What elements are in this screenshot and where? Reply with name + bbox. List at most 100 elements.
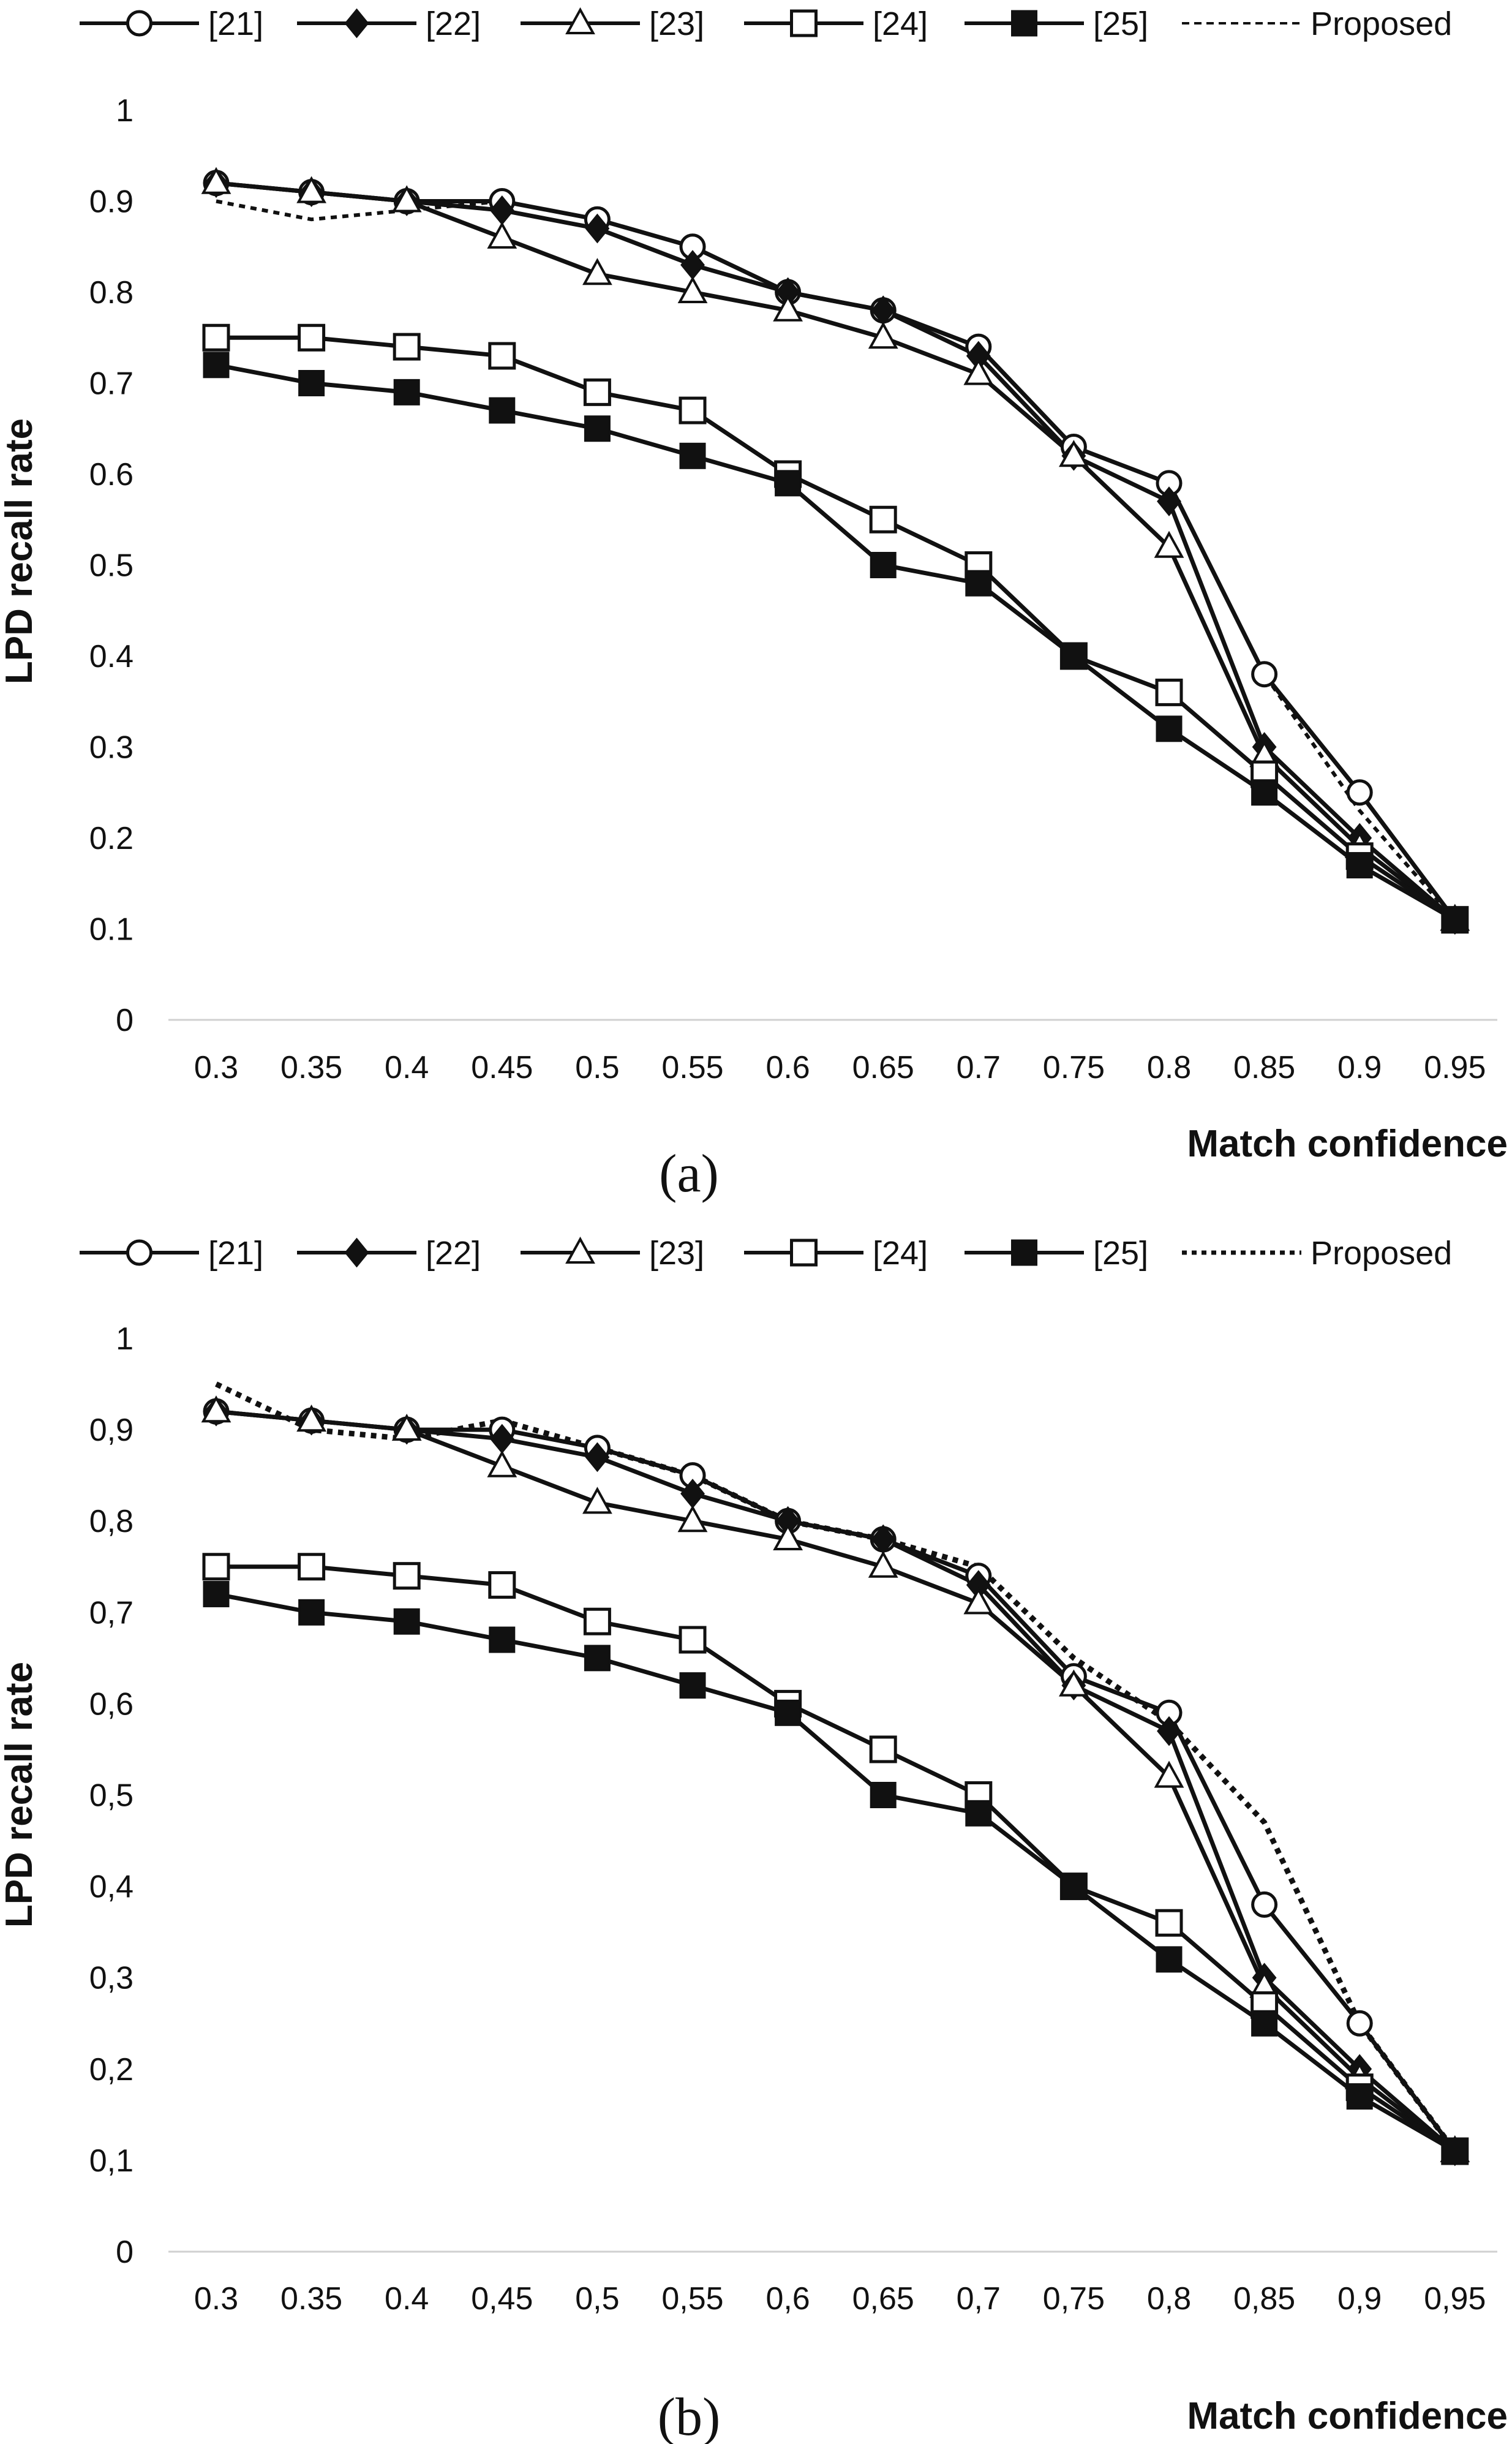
- series-line-25: [216, 363, 1456, 922]
- data-point-23: [582, 258, 612, 285]
- x-tick-label: 0,7: [957, 2281, 1001, 2317]
- data-point-25: [775, 1699, 802, 1726]
- data-point-24: [298, 323, 326, 352]
- y-tick-label: 0,8: [89, 1504, 134, 1539]
- x-tick-label: 0.4: [385, 2281, 429, 2317]
- data-point-22: [585, 1442, 610, 1473]
- x-tick-label: 0,65: [852, 2281, 914, 2317]
- data-point-24: [679, 396, 707, 424]
- x-tick-label: 0.35: [280, 1050, 342, 1085]
- data-point-22: [1157, 1716, 1181, 1746]
- data-point-25: [1011, 1239, 1037, 1266]
- data-point-24: [202, 323, 230, 352]
- data-point-23: [296, 176, 326, 203]
- x-tick-label: 0.75: [1043, 1050, 1105, 1085]
- data-point-21: [1346, 2010, 1373, 2037]
- data-point-23: [565, 1236, 595, 1264]
- data-point-25: [1156, 715, 1183, 742]
- x-tick-label: 0,75: [1043, 2281, 1105, 2317]
- data-point-25: [298, 1599, 325, 1626]
- series-line-24: [216, 335, 1456, 922]
- data-point-23: [963, 1587, 994, 1615]
- legend-label: [21]: [208, 1235, 263, 1272]
- series-markers: [204, 1396, 1467, 2167]
- data-point-22: [344, 8, 369, 39]
- data-point-23: [391, 1413, 422, 1441]
- data-point-25: [393, 379, 420, 405]
- data-point-21: [1251, 661, 1278, 688]
- data-point-23: [201, 1395, 231, 1423]
- series-markers: [204, 168, 1467, 935]
- data-point-23: [296, 1405, 326, 1432]
- data-point-24: [583, 378, 611, 406]
- data-point-25: [775, 470, 802, 497]
- data-point-25: [489, 397, 516, 424]
- y-tick-label: 0.7: [89, 366, 134, 402]
- y-tick-label: 0,9: [89, 1412, 134, 1448]
- data-point-21: [1346, 779, 1373, 806]
- x-tick-label: 0,55: [661, 2281, 723, 2317]
- chart-panel-b: [21] [22] [23] [24] [25] Proposed 0 0,1 0,2 0,3 0,…: [0, 1235, 1508, 2444]
- series-markers: [201, 167, 1470, 931]
- series-markers: [203, 352, 1469, 933]
- y-tick-label: 0.3: [89, 730, 134, 766]
- data-point-23: [1154, 530, 1184, 558]
- x-tick-label: 0.5: [575, 1050, 619, 1085]
- x-tick-label: 0,5: [575, 2281, 619, 2317]
- data-point-25: [965, 570, 992, 597]
- data-point-25: [870, 552, 897, 578]
- data-point-22: [1157, 486, 1181, 516]
- data-point-23: [487, 221, 517, 249]
- legend-label: [22]: [426, 1235, 481, 1272]
- data-point-25: [1060, 643, 1087, 669]
- data-point-21: [126, 10, 152, 37]
- data-point-25: [203, 352, 230, 379]
- x-tick-label: 0.3: [194, 1050, 238, 1085]
- legend-item: [25]: [965, 1235, 1148, 1272]
- data-point-21: [126, 1239, 152, 1266]
- data-point-25: [393, 1608, 420, 1635]
- data-point-22: [344, 1237, 369, 1268]
- y-tick-label: 0.6: [89, 457, 134, 492]
- y-tick-label: 0: [116, 2235, 134, 2270]
- data-point-24: [869, 505, 897, 534]
- x-tick-label: 0,95: [1424, 2281, 1486, 2317]
- x-tick-label: 0.7: [957, 1050, 1001, 1085]
- legend-item: Proposed: [1182, 6, 1452, 42]
- y-axis-title: LPD recall rate: [0, 418, 40, 684]
- series-line-23: [216, 1409, 1456, 2153]
- series-markers: [202, 1553, 1469, 2165]
- data-point-25: [870, 1782, 897, 1808]
- legend-item: [25]: [965, 6, 1148, 42]
- data-point-24: [1155, 678, 1183, 706]
- legend-item: [22]: [297, 6, 481, 42]
- y-tick-label: 0.1: [89, 912, 134, 948]
- series-line-22: [216, 181, 1457, 922]
- data-point-23: [868, 322, 898, 349]
- data-point-23: [1154, 1760, 1184, 1788]
- data-point-23: [677, 276, 708, 303]
- data-point-24: [869, 1735, 897, 1763]
- data-point-24: [679, 1626, 707, 1654]
- y-tick-label: 0,3: [89, 1961, 134, 1996]
- series-markers: [203, 1398, 1469, 2165]
- y-tick-label: 0.2: [89, 821, 134, 856]
- data-point-24: [790, 9, 818, 37]
- legend-item: [22]: [297, 1235, 481, 1272]
- data-point-23: [582, 1487, 612, 1514]
- data-point-24: [298, 1553, 326, 1581]
- x-tick-label: 0.65: [852, 1050, 914, 1085]
- series-markers: [201, 1395, 1470, 2162]
- data-point-23: [773, 1523, 803, 1551]
- series-line-proposed: [215, 1381, 1457, 2153]
- series-line-23: [216, 181, 1456, 922]
- data-point-25: [489, 1626, 516, 1653]
- panel-caption: (b): [658, 2388, 721, 2444]
- legend-label: Proposed: [1311, 6, 1452, 42]
- x-tick-label: 0.3: [194, 2281, 238, 2317]
- legend: [21] [22] [23] [24] [25] Proposed: [80, 6, 1452, 42]
- x-tick-label: 0.8: [1147, 1050, 1191, 1085]
- data-point-24: [488, 1571, 516, 1599]
- data-point-25: [1442, 2138, 1469, 2165]
- x-tick-label: 0,6: [765, 2281, 810, 2317]
